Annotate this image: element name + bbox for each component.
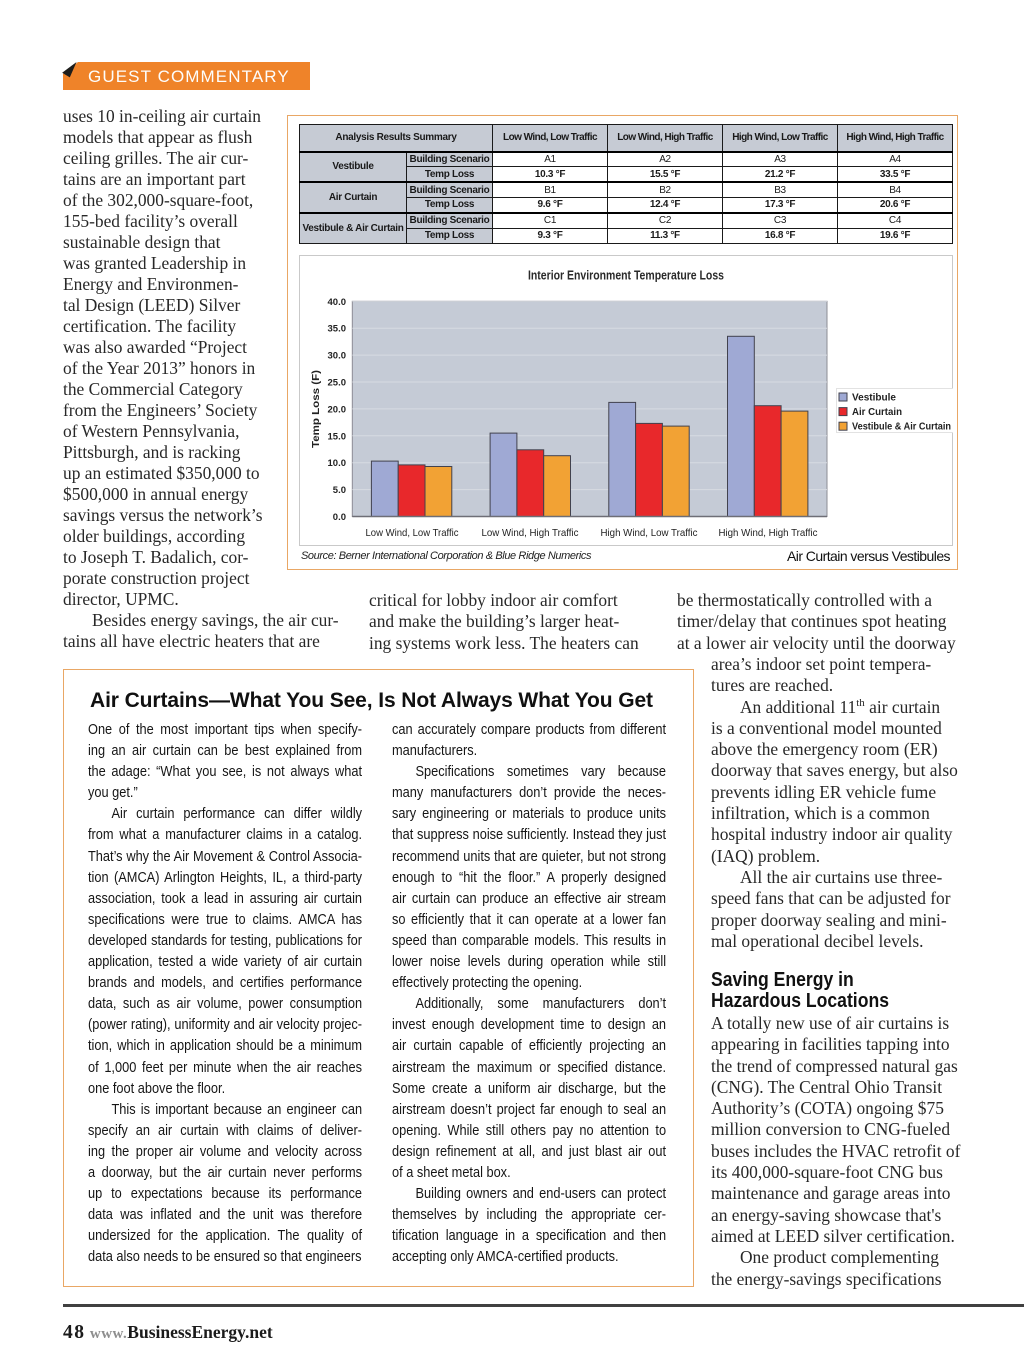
- svg-text:0.0: 0.0: [333, 512, 346, 523]
- svg-text:Low Wind, High Traffic: Low Wind, High Traffic: [482, 527, 579, 539]
- svg-text:High Wind, High Traffic: High Wind, High Traffic: [719, 527, 818, 539]
- svg-text:35.0: 35.0: [328, 324, 347, 335]
- svg-text:Low Wind, Low Traffic: Low Wind, Low Traffic: [366, 527, 459, 539]
- svg-text:15.0: 15.0: [328, 431, 347, 442]
- svg-text:Interior Environment Temperatu: Interior Environment Temperature Loss: [528, 269, 724, 283]
- svg-text:5.0: 5.0: [333, 485, 346, 496]
- svg-text:High Wind, Low Traffic: High Wind, Low Traffic: [601, 527, 698, 539]
- svg-text:40.0: 40.0: [328, 297, 347, 308]
- svg-text:25.0: 25.0: [328, 378, 347, 389]
- svg-text:10.0: 10.0: [328, 458, 347, 469]
- svg-text:30.0: 30.0: [328, 351, 347, 362]
- svg-text:20.0: 20.0: [328, 404, 347, 415]
- svg-text:Vestibule & Air Curtain: Vestibule & Air Curtain: [852, 422, 951, 433]
- svg-text:Air Curtain: Air Curtain: [852, 407, 902, 418]
- svg-text:Temp Loss (F): Temp Loss (F): [310, 370, 322, 448]
- svg-text:Vestibule: Vestibule: [852, 393, 896, 404]
